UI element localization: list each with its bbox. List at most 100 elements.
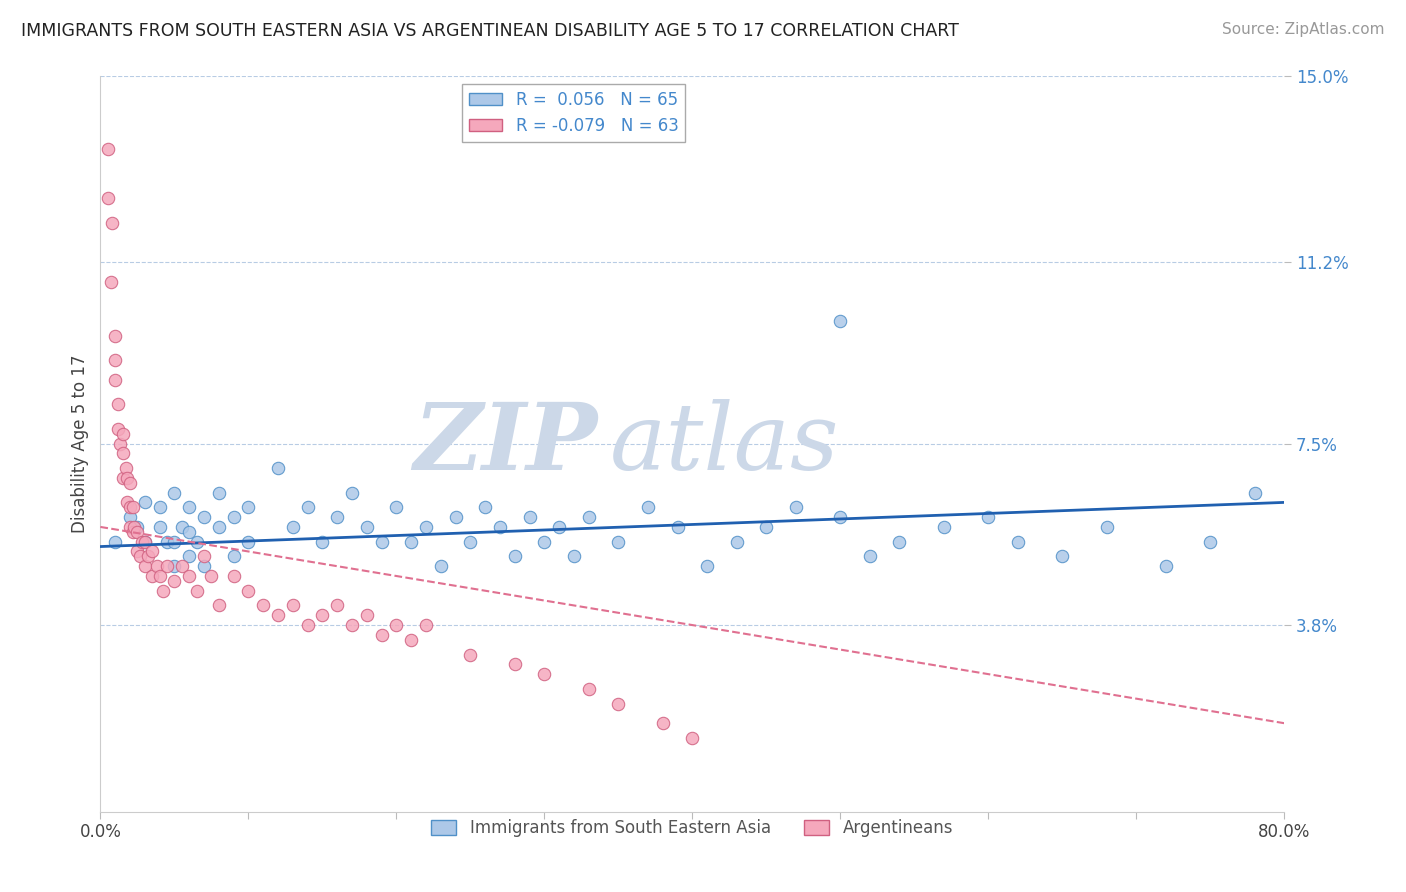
Point: [104, 534, 127, 549]
Point: [127, 520, 149, 534]
Point: [1007, 534, 1029, 549]
Point: [104, 373, 127, 387]
Point: [118, 520, 141, 534]
Point: [163, 485, 186, 500]
Point: [107, 397, 129, 411]
Point: [179, 549, 201, 564]
Point: [889, 534, 911, 549]
Point: [179, 500, 201, 515]
Point: [101, 216, 124, 230]
Point: [267, 608, 290, 623]
Point: [637, 500, 659, 515]
Point: [578, 681, 600, 696]
Point: [141, 544, 163, 558]
Point: [1154, 559, 1177, 574]
Point: [107, 422, 129, 436]
Point: [548, 520, 571, 534]
Point: [785, 500, 807, 515]
Point: [131, 534, 153, 549]
Point: [1052, 549, 1074, 564]
Point: [170, 520, 193, 534]
Point: [474, 500, 496, 515]
Point: [238, 534, 260, 549]
Point: [104, 353, 127, 368]
Point: [666, 520, 689, 534]
Point: [186, 583, 208, 598]
Point: [444, 510, 467, 524]
Point: [1199, 534, 1222, 549]
Point: [385, 500, 408, 515]
Point: [238, 583, 260, 598]
Point: [326, 599, 349, 613]
Text: IMMIGRANTS FROM SOUTH EASTERN ASIA VS ARGENTINEAN DISABILITY AGE 5 TO 17 CORRELA: IMMIGRANTS FROM SOUTH EASTERN ASIA VS AR…: [21, 22, 959, 40]
Point: [148, 500, 170, 515]
Point: [222, 549, 245, 564]
Point: [681, 731, 703, 745]
Point: [932, 520, 955, 534]
Point: [122, 524, 145, 539]
Point: [533, 667, 555, 681]
Point: [252, 599, 274, 613]
Point: [725, 534, 748, 549]
Point: [170, 559, 193, 574]
Point: [134, 559, 156, 574]
Point: [370, 628, 392, 642]
Point: [200, 569, 222, 583]
Point: [533, 534, 555, 549]
Point: [208, 599, 231, 613]
Point: [311, 608, 333, 623]
Point: [696, 559, 718, 574]
Point: [1095, 520, 1118, 534]
Point: [578, 510, 600, 524]
Point: [118, 475, 141, 490]
Point: [356, 520, 378, 534]
Legend: Immigrants from South Eastern Asia, Argentineans: Immigrants from South Eastern Asia, Arge…: [425, 813, 960, 844]
Point: [651, 716, 673, 731]
Point: [281, 599, 304, 613]
Point: [156, 559, 179, 574]
Point: [156, 534, 179, 549]
Point: [562, 549, 585, 564]
Point: [607, 534, 630, 549]
Point: [115, 495, 138, 509]
Point: [385, 618, 408, 632]
Point: [124, 520, 146, 534]
Point: [267, 461, 290, 475]
Point: [297, 618, 319, 632]
Point: [370, 534, 392, 549]
Point: [607, 697, 630, 711]
Point: [134, 495, 156, 509]
Point: [114, 461, 136, 475]
Point: [519, 510, 541, 524]
Point: [118, 500, 141, 515]
Point: [281, 520, 304, 534]
Point: [179, 524, 201, 539]
Point: [208, 485, 231, 500]
Point: [429, 559, 451, 574]
Point: [297, 500, 319, 515]
Point: [340, 485, 363, 500]
Point: [134, 534, 156, 549]
Point: [118, 510, 141, 524]
Point: [152, 583, 174, 598]
Point: [129, 549, 152, 564]
Point: [111, 426, 134, 441]
Point: [148, 569, 170, 583]
Point: [100, 275, 122, 289]
Point: [503, 549, 526, 564]
Point: [111, 471, 134, 485]
Point: [489, 520, 512, 534]
Point: [163, 559, 186, 574]
Point: [356, 608, 378, 623]
Point: [238, 500, 260, 515]
Point: [859, 549, 882, 564]
Point: [148, 520, 170, 534]
Point: [755, 520, 778, 534]
Point: [108, 436, 131, 450]
Point: [208, 520, 231, 534]
Point: [460, 534, 482, 549]
Point: [193, 510, 215, 524]
Text: atlas: atlas: [609, 399, 839, 489]
Point: [830, 314, 852, 328]
Point: [145, 559, 167, 574]
